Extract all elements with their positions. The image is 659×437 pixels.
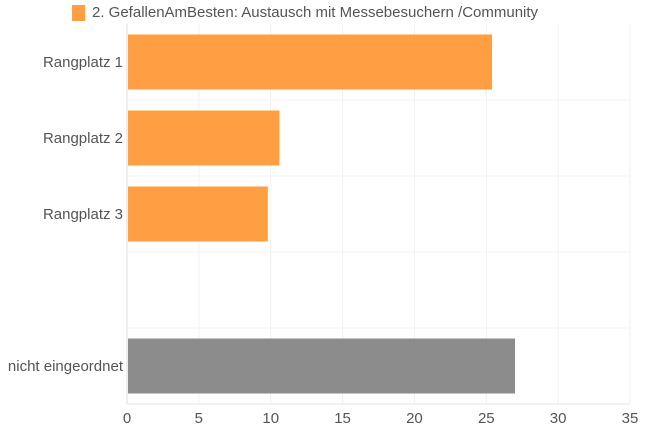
- x-tick-label: 15: [334, 410, 351, 427]
- y-tick-label: Rangplatz 2: [43, 130, 123, 147]
- legend: 2. GefallenAmBesten: Austausch mit Messe…: [72, 4, 538, 21]
- y-tick-label: Rangplatz 3: [43, 206, 123, 223]
- bar: [128, 338, 516, 394]
- bar: [128, 110, 280, 166]
- x-tick-label: 35: [622, 410, 639, 427]
- x-tick-label: 5: [195, 410, 203, 427]
- x-tick-label: 25: [478, 410, 495, 427]
- legend-swatch: [72, 4, 85, 21]
- bar: [128, 186, 268, 242]
- y-tick-label: nicht eingeordnet: [8, 358, 124, 375]
- bar: [128, 34, 493, 90]
- x-tick-label: 20: [406, 410, 423, 427]
- legend-label: 2. GefallenAmBesten: Austausch mit Messe…: [92, 4, 539, 21]
- x-tick-label: 0: [123, 410, 131, 427]
- x-tick-label: 10: [262, 410, 279, 427]
- x-tick-label: 30: [550, 410, 567, 427]
- y-tick-label: Rangplatz 1: [43, 54, 123, 71]
